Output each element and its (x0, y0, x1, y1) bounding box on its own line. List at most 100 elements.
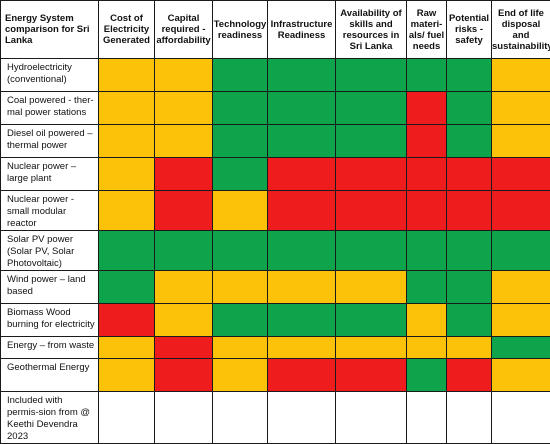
rating-cell (268, 191, 336, 231)
rating-cell (268, 337, 336, 359)
row-label: Included with permis-sion from @ Keethi … (1, 392, 99, 444)
rating-cell (155, 59, 213, 92)
table-row: Nuclear power -small modular reactor (1, 191, 550, 231)
rating-cell (336, 337, 407, 359)
rating-cell (99, 92, 155, 125)
rating-cell (492, 158, 550, 191)
rating-cell (407, 125, 447, 158)
rating-cell (447, 271, 492, 304)
column-header: Capital required - affordability (155, 1, 213, 59)
rating-cell (268, 92, 336, 125)
rating-cell (213, 125, 268, 158)
rating-cell (407, 304, 447, 337)
rating-cell (492, 59, 550, 92)
rating-cell (492, 231, 550, 271)
column-header: End of life disposal and sustainability (492, 1, 550, 59)
rating-cell (492, 337, 550, 359)
rating-cell (336, 125, 407, 158)
rating-cell (336, 158, 407, 191)
rating-cell (268, 231, 336, 271)
rating-cell (447, 59, 492, 92)
rating-cell (407, 191, 447, 231)
table-row: Biomass Wood burning for electricity (1, 304, 550, 337)
row-label: Biomass Wood burning for electricity (1, 304, 99, 337)
rating-cell (213, 158, 268, 191)
rating-cell (336, 191, 407, 231)
rating-cell (447, 337, 492, 359)
rating-cell (155, 158, 213, 191)
rating-cell (447, 392, 492, 444)
rating-cell (447, 92, 492, 125)
row-label: Nuclear power – large plant (1, 158, 99, 191)
rating-cell (213, 191, 268, 231)
rating-cell (155, 359, 213, 392)
rating-cell (492, 359, 550, 392)
rating-cell (99, 59, 155, 92)
rating-cell (447, 231, 492, 271)
rating-cell (213, 231, 268, 271)
column-header: Infrastructure Readiness (268, 1, 336, 59)
table-row: Wind power – land based (1, 271, 550, 304)
rating-cell (213, 271, 268, 304)
rating-cell (407, 158, 447, 191)
rating-cell (268, 158, 336, 191)
row-label: Coal powered - ther-mal power stations (1, 92, 99, 125)
column-header: Availability of skills and resources in … (336, 1, 407, 59)
rating-cell (447, 191, 492, 231)
table-row: Diesel oil powered – thermal power (1, 125, 550, 158)
column-header: Technology readiness (213, 1, 268, 59)
rating-cell (99, 304, 155, 337)
rating-cell (213, 392, 268, 444)
rating-cell (155, 231, 213, 271)
rating-cell (155, 392, 213, 444)
rating-cell (268, 392, 336, 444)
rating-cell (99, 125, 155, 158)
rating-cell (407, 271, 447, 304)
table-row: Solar PV power (Solar PV, Solar Photovol… (1, 231, 550, 271)
rating-cell (336, 231, 407, 271)
rating-cell (407, 231, 447, 271)
row-label: Nuclear power -small modular reactor (1, 191, 99, 231)
row-label: Hydroelectricity (conventional) (1, 59, 99, 92)
rating-cell (447, 304, 492, 337)
rating-cell (407, 92, 447, 125)
column-header: Raw materi-als/ fuel needs (407, 1, 447, 59)
rating-cell (492, 392, 550, 444)
rating-cell (268, 125, 336, 158)
row-label: Wind power – land based (1, 271, 99, 304)
rating-cell (447, 359, 492, 392)
rating-cell (268, 271, 336, 304)
rating-cell (99, 337, 155, 359)
rating-cell (99, 191, 155, 231)
row-label: Energy – from waste (1, 337, 99, 359)
rating-cell (99, 158, 155, 191)
rating-cell (492, 125, 550, 158)
rating-cell (99, 231, 155, 271)
rating-cell (492, 271, 550, 304)
table-row: Coal powered - ther-mal power stations (1, 92, 550, 125)
table-row: Hydroelectricity (conventional) (1, 59, 550, 92)
rating-cell (155, 191, 213, 231)
rating-cell (336, 392, 407, 444)
table-row: Nuclear power – large plant (1, 158, 550, 191)
rating-cell (407, 59, 447, 92)
rating-cell (336, 271, 407, 304)
table-corner-title: Energy System comparison for Sri Lanka (1, 1, 99, 59)
rating-cell (155, 92, 213, 125)
rating-cell (492, 92, 550, 125)
rating-cell (336, 92, 407, 125)
column-header: Cost of Electricity Generated (99, 1, 155, 59)
rating-cell (268, 59, 336, 92)
header-row: Energy System comparison for Sri Lanka C… (1, 1, 550, 59)
rating-cell (213, 337, 268, 359)
rating-cell (155, 304, 213, 337)
rating-cell (407, 359, 447, 392)
table-row: Included with permis-sion from @ Keethi … (1, 392, 550, 444)
rating-cell (336, 59, 407, 92)
rating-cell (447, 125, 492, 158)
rating-cell (213, 59, 268, 92)
table-row: Energy – from waste (1, 337, 550, 359)
rating-cell (336, 304, 407, 337)
rating-cell (155, 271, 213, 304)
